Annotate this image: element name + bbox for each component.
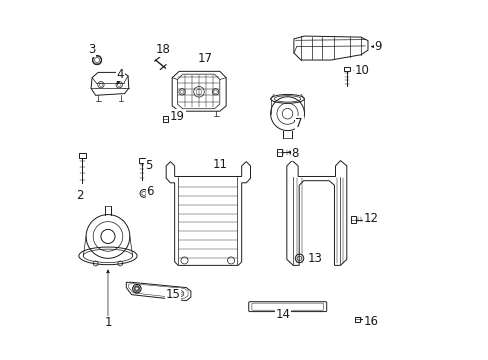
Text: 11: 11 (212, 158, 227, 171)
Text: 2: 2 (76, 189, 83, 202)
Text: 7: 7 (295, 117, 302, 130)
Bar (351, 216, 356, 223)
Bar (163, 116, 167, 122)
Text: 19: 19 (170, 110, 184, 123)
Text: 18: 18 (155, 43, 170, 56)
Text: 14: 14 (275, 308, 290, 321)
Text: 16: 16 (363, 315, 378, 328)
Text: 8: 8 (291, 147, 298, 160)
Bar (343, 67, 349, 71)
Text: 13: 13 (307, 252, 322, 265)
Bar (139, 158, 145, 163)
Text: 1: 1 (104, 316, 111, 329)
Bar (79, 153, 85, 158)
Text: 6: 6 (146, 185, 153, 198)
Text: 17: 17 (197, 52, 212, 65)
Text: 15: 15 (165, 288, 180, 301)
Bar (354, 316, 359, 322)
Text: 4: 4 (116, 68, 124, 81)
Text: 5: 5 (144, 159, 152, 172)
Text: 9: 9 (373, 40, 381, 53)
Text: 10: 10 (353, 64, 368, 77)
Bar (276, 149, 281, 156)
Text: 3: 3 (88, 43, 96, 56)
Text: 12: 12 (363, 212, 378, 225)
